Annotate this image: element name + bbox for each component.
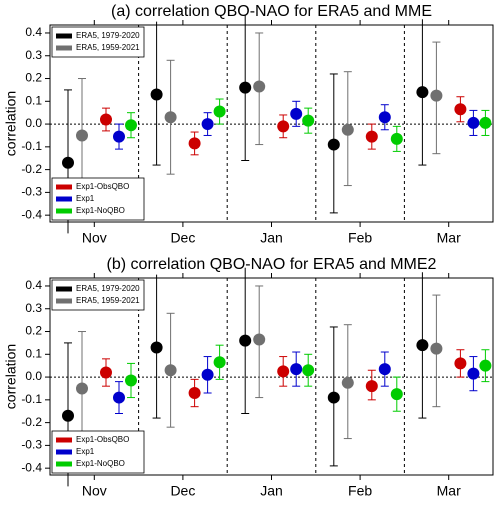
legend-label: Exp1 (76, 447, 95, 456)
frame (49, 24, 494, 223)
y-axis-label: correlation (3, 91, 19, 156)
y-tick-label: 0.1 (25, 93, 42, 107)
y-tick-label: 0.0 (25, 369, 42, 383)
y-axis-label: correlation (3, 344, 19, 409)
x-tick-label: Nov (82, 230, 107, 246)
legend-label: ERA5, 1959-2021 (76, 43, 140, 52)
x-tick-label: Mar (437, 483, 461, 499)
chart-title: (a) correlation QBO-NAO for ERA5 and MME (111, 3, 432, 20)
y-tick-label: -0.2 (21, 415, 42, 429)
x-tick-label: Feb (348, 483, 372, 499)
y-tick-label: 0.3 (25, 48, 42, 62)
y-tick-label: 0.2 (25, 324, 42, 338)
y-tick-label: -0.3 (21, 438, 42, 452)
legend-label: Exp1-NoQBO (76, 459, 125, 468)
legend-label: Exp1 (76, 194, 95, 203)
x-tick-label: Nov (82, 483, 107, 499)
frame (49, 277, 494, 476)
x-tick-label: Mar (437, 230, 461, 246)
y-tick-label: -0.3 (21, 185, 42, 199)
y-tick-label: -0.1 (21, 392, 42, 406)
x-tick-label: Dec (170, 230, 195, 246)
y-tick-label: 0.4 (25, 25, 42, 39)
y-tick-label: -0.2 (21, 162, 42, 176)
y-tick-label: -0.1 (21, 139, 42, 153)
legend-label: ERA5, 1959-2021 (76, 296, 140, 305)
legend-label: Exp1-ObsQBO (76, 435, 129, 444)
y-tick-label: 0.4 (25, 278, 42, 292)
x-tick-label: Jan (260, 483, 283, 499)
legend-box (51, 279, 145, 311)
y-tick-label: -0.4 (21, 207, 42, 221)
legend-box (51, 26, 145, 58)
y-tick-label: -0.4 (21, 460, 42, 474)
legend-label: ERA5, 1979-2020 (76, 284, 140, 293)
chart-title: (b) correlation QBO-NAO for ERA5 and MME… (107, 256, 437, 273)
x-tick-label: Jan (260, 230, 283, 246)
legend-label: Exp1-NoQBO (76, 206, 125, 215)
y-tick-label: 0.0 (25, 116, 42, 130)
legend-label: ERA5, 1979-2020 (76, 31, 140, 40)
y-tick-label: 0.2 (25, 71, 42, 85)
y-tick-label: 0.3 (25, 301, 42, 315)
x-tick-label: Dec (170, 483, 195, 499)
x-tick-label: Feb (348, 230, 372, 246)
y-tick-label: 0.1 (25, 346, 42, 360)
legend-label: Exp1-ObsQBO (76, 182, 129, 191)
